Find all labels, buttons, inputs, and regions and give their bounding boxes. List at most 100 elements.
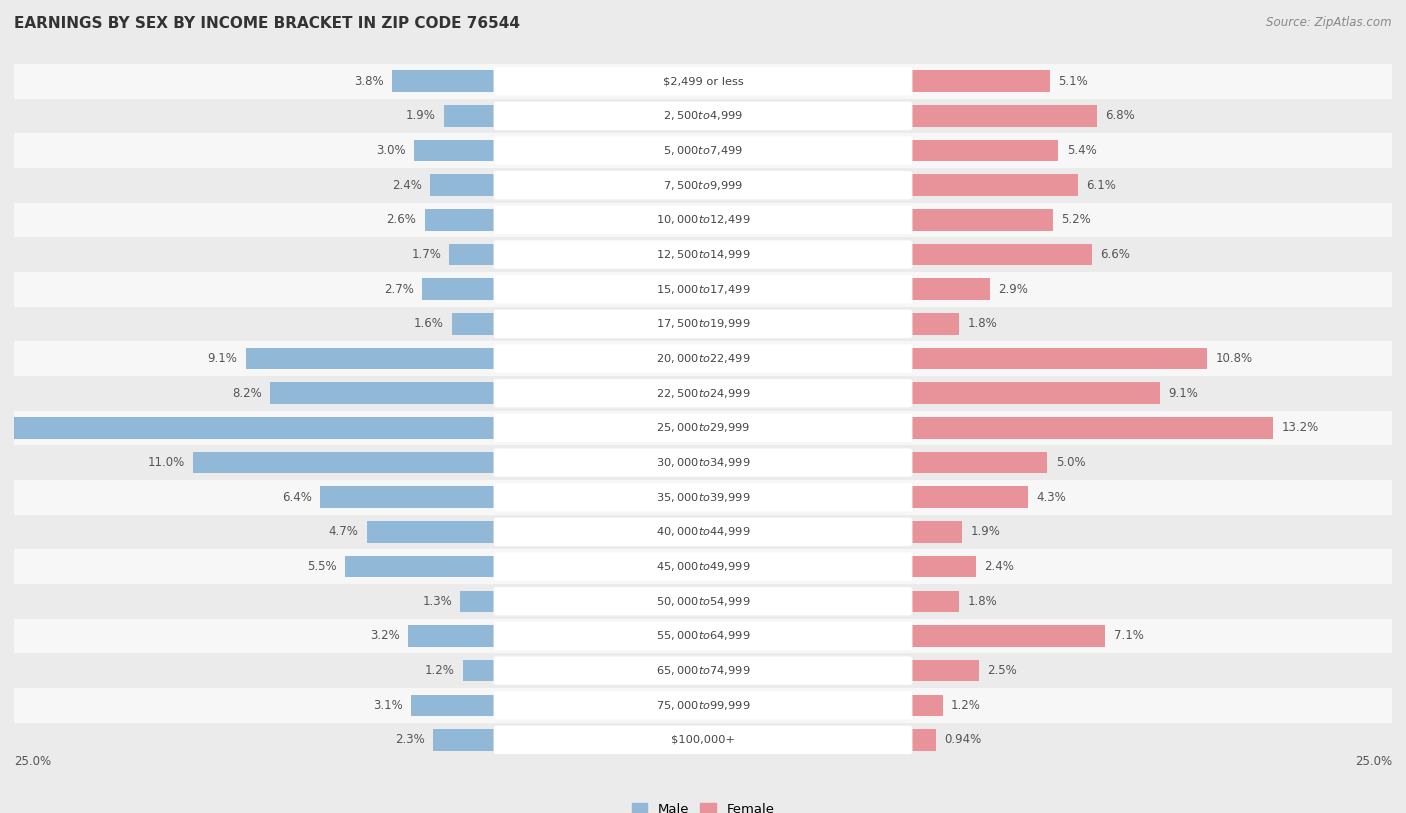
Bar	[14, 341, 1392, 376]
Text: 2.4%: 2.4%	[984, 560, 1014, 573]
FancyBboxPatch shape	[494, 587, 912, 615]
Text: 5.5%: 5.5%	[307, 560, 336, 573]
Text: 1.2%: 1.2%	[425, 664, 456, 677]
Bar	[0, 417, 496, 439]
Bar	[14, 237, 1392, 272]
Text: 25.0%: 25.0%	[14, 755, 51, 768]
Bar	[910, 175, 1078, 196]
Text: $35,000 to $39,999: $35,000 to $39,999	[655, 491, 751, 504]
Text: 2.9%: 2.9%	[998, 283, 1028, 296]
FancyBboxPatch shape	[494, 448, 912, 476]
FancyBboxPatch shape	[494, 656, 912, 685]
FancyBboxPatch shape	[494, 102, 912, 130]
Text: 25.0%: 25.0%	[1355, 755, 1392, 768]
Bar	[450, 244, 496, 265]
Bar	[14, 480, 1392, 515]
Text: $12,500 to $14,999: $12,500 to $14,999	[655, 248, 751, 261]
Text: 2.3%: 2.3%	[395, 733, 425, 746]
Text: 11.0%: 11.0%	[148, 456, 186, 469]
Bar	[910, 313, 959, 335]
Bar	[910, 105, 1097, 127]
Text: 2.7%: 2.7%	[384, 283, 413, 296]
Bar	[14, 133, 1392, 167]
FancyBboxPatch shape	[494, 275, 912, 303]
Text: $2,499 or less: $2,499 or less	[662, 76, 744, 86]
Text: 9.1%: 9.1%	[1168, 387, 1198, 400]
Bar	[270, 382, 496, 404]
Text: $17,500 to $19,999: $17,500 to $19,999	[655, 317, 751, 330]
Text: $5,000 to $7,499: $5,000 to $7,499	[664, 144, 742, 157]
FancyBboxPatch shape	[494, 518, 912, 546]
Text: 3.2%: 3.2%	[370, 629, 399, 642]
Text: 6.6%: 6.6%	[1099, 248, 1129, 261]
FancyBboxPatch shape	[494, 310, 912, 338]
FancyBboxPatch shape	[494, 241, 912, 269]
Bar	[910, 348, 1208, 369]
FancyBboxPatch shape	[494, 137, 912, 165]
Bar	[321, 486, 496, 508]
Bar	[910, 382, 1160, 404]
Bar	[14, 307, 1392, 341]
Text: 4.7%: 4.7%	[329, 525, 359, 538]
Bar	[14, 446, 1392, 480]
Bar	[910, 521, 962, 542]
Text: $55,000 to $64,999: $55,000 to $64,999	[655, 629, 751, 642]
Bar	[453, 313, 496, 335]
Text: $20,000 to $22,499: $20,000 to $22,499	[655, 352, 751, 365]
Text: 1.2%: 1.2%	[950, 699, 981, 711]
Text: $50,000 to $54,999: $50,000 to $54,999	[655, 595, 751, 608]
Text: $65,000 to $74,999: $65,000 to $74,999	[655, 664, 751, 677]
Bar	[14, 272, 1392, 307]
Bar	[14, 411, 1392, 446]
Bar	[910, 279, 990, 300]
Text: $2,500 to $4,999: $2,500 to $4,999	[664, 110, 742, 122]
Text: 13.2%: 13.2%	[1282, 421, 1319, 434]
Text: 2.4%: 2.4%	[392, 179, 422, 192]
Bar	[193, 452, 496, 473]
Bar	[422, 279, 496, 300]
Bar	[14, 619, 1392, 654]
Bar	[14, 64, 1392, 98]
Bar	[425, 209, 496, 231]
Text: 5.4%: 5.4%	[1067, 144, 1097, 157]
Text: $15,000 to $17,499: $15,000 to $17,499	[655, 283, 751, 296]
FancyBboxPatch shape	[494, 206, 912, 234]
Bar	[463, 660, 496, 681]
Text: 7.1%: 7.1%	[1114, 629, 1143, 642]
Bar	[910, 71, 1050, 92]
Text: 1.9%: 1.9%	[406, 110, 436, 122]
Bar	[14, 723, 1392, 757]
Bar	[910, 729, 935, 750]
Bar	[344, 556, 496, 577]
Bar	[430, 175, 496, 196]
Bar	[433, 729, 496, 750]
FancyBboxPatch shape	[494, 552, 912, 580]
Text: 5.0%: 5.0%	[1056, 456, 1085, 469]
Text: $75,000 to $99,999: $75,000 to $99,999	[655, 699, 751, 711]
Bar	[413, 140, 496, 161]
Text: 1.7%: 1.7%	[412, 248, 441, 261]
Bar	[910, 694, 943, 716]
Text: 6.8%: 6.8%	[1105, 110, 1135, 122]
Bar	[910, 660, 979, 681]
Text: 9.1%: 9.1%	[208, 352, 238, 365]
Legend: Male, Female: Male, Female	[626, 798, 780, 813]
FancyBboxPatch shape	[494, 691, 912, 720]
Text: 1.8%: 1.8%	[967, 317, 997, 330]
Text: 5.2%: 5.2%	[1062, 213, 1091, 226]
Bar	[14, 167, 1392, 202]
Bar	[14, 688, 1392, 723]
Text: 1.6%: 1.6%	[415, 317, 444, 330]
Text: 10.8%: 10.8%	[1216, 352, 1253, 365]
Text: $25,000 to $29,999: $25,000 to $29,999	[655, 421, 751, 434]
Bar	[14, 202, 1392, 237]
Text: Source: ZipAtlas.com: Source: ZipAtlas.com	[1267, 16, 1392, 29]
Text: $45,000 to $49,999: $45,000 to $49,999	[655, 560, 751, 573]
FancyBboxPatch shape	[494, 414, 912, 442]
Text: 3.8%: 3.8%	[354, 75, 384, 88]
Text: 1.3%: 1.3%	[422, 595, 453, 608]
FancyBboxPatch shape	[494, 171, 912, 199]
Text: $22,500 to $24,999: $22,500 to $24,999	[655, 387, 751, 400]
FancyBboxPatch shape	[494, 67, 912, 95]
FancyBboxPatch shape	[494, 726, 912, 754]
